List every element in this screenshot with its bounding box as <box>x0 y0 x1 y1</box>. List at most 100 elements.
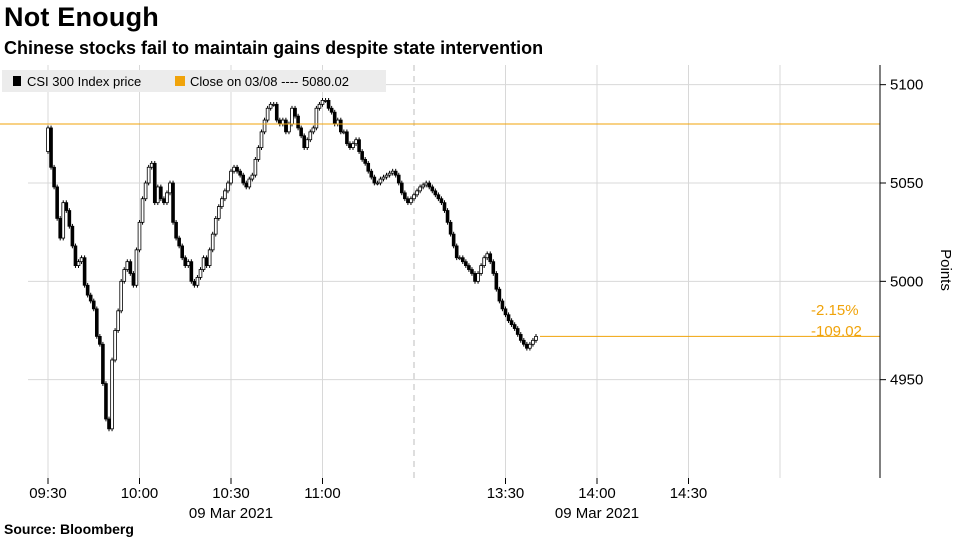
price-candle <box>128 259 133 276</box>
candle-body <box>421 184 425 188</box>
price-candle <box>427 180 432 190</box>
price-candle <box>323 98 328 103</box>
price-candle <box>357 137 361 154</box>
price-candle <box>88 292 93 304</box>
candle-body <box>363 158 367 164</box>
price-candle <box>235 164 239 174</box>
candle-body <box>488 253 493 263</box>
candle-body <box>503 308 508 316</box>
candle-body <box>98 335 102 345</box>
price-candle <box>454 243 459 261</box>
candle-body <box>247 178 252 188</box>
price-candle <box>52 164 56 190</box>
candle-body <box>296 115 300 129</box>
price-candle <box>134 247 139 288</box>
price-candle <box>216 204 221 221</box>
price-candle <box>174 219 178 241</box>
candle-body <box>345 131 349 145</box>
price-candle <box>67 208 72 229</box>
price-candle <box>436 192 441 202</box>
gridlines <box>28 65 880 478</box>
candle-body <box>110 359 114 430</box>
price-candle <box>528 341 532 351</box>
candle-body <box>485 253 489 259</box>
price-candle <box>226 180 230 194</box>
candle-body <box>207 249 212 267</box>
candle-body <box>213 217 218 235</box>
candle-body <box>95 308 99 337</box>
legend-background <box>2 70 386 92</box>
price-candle <box>485 251 489 261</box>
candle-body <box>250 174 255 180</box>
price-candle <box>378 176 383 186</box>
candle-body <box>281 119 285 125</box>
price-candle <box>210 231 215 253</box>
price-candle <box>348 141 352 150</box>
candle-body <box>522 339 526 345</box>
candle-body <box>159 186 163 200</box>
x-tick-label: 09:30 <box>29 485 67 502</box>
candle-body <box>299 127 303 137</box>
price-candle <box>500 298 505 312</box>
price-candle <box>522 337 526 347</box>
price-candle <box>76 259 81 268</box>
price-candle <box>381 174 386 182</box>
price-candle <box>183 255 188 268</box>
candle-body <box>302 135 306 149</box>
price-candle <box>171 180 175 225</box>
price-candle <box>180 243 185 261</box>
candle-body <box>186 261 191 266</box>
price-candle <box>525 341 529 351</box>
legend-swatch-price <box>13 76 21 86</box>
price-candle <box>509 318 514 327</box>
price-candle <box>82 255 87 288</box>
candle-body <box>177 237 181 247</box>
price-candle <box>515 326 520 337</box>
candle-body <box>399 182 404 194</box>
candle-body <box>393 170 398 176</box>
candle-body <box>204 257 209 267</box>
price-candle <box>274 101 279 123</box>
candle-body <box>192 280 197 286</box>
price-candle <box>403 190 407 202</box>
price-candle <box>281 117 285 127</box>
price-candle <box>137 219 142 253</box>
price-candle <box>49 125 53 170</box>
price-candle <box>207 247 212 268</box>
candle-body <box>497 288 502 302</box>
candle-body <box>409 198 413 204</box>
price-candle <box>302 133 306 150</box>
candle-body <box>198 269 203 278</box>
legend-entry-price: CSI 300 Index price <box>27 74 141 89</box>
candle-body <box>512 324 517 329</box>
candle-body <box>101 343 105 384</box>
candle-body <box>149 162 154 168</box>
candle-body <box>134 249 139 286</box>
candle-body <box>378 178 383 184</box>
candle-body <box>122 269 127 282</box>
price-candle <box>409 196 413 206</box>
price-candle <box>223 188 227 202</box>
price-candle <box>314 105 319 131</box>
candle-body <box>293 107 297 117</box>
candle-body <box>396 174 401 184</box>
candle-body <box>430 186 435 192</box>
candle-body <box>113 330 117 361</box>
price-candle <box>149 160 154 170</box>
candle-body <box>201 257 206 270</box>
price-candle <box>159 184 163 202</box>
price-candle <box>418 184 422 194</box>
price-candle <box>104 381 108 422</box>
candle-body <box>354 139 358 145</box>
price-candle <box>424 180 428 188</box>
candle-body <box>415 190 419 196</box>
y-tick-label: 5050 <box>890 175 923 192</box>
candle-body <box>534 335 538 341</box>
price-candle <box>518 332 523 343</box>
price-candle <box>494 271 499 292</box>
price-candles <box>46 98 538 432</box>
candle-body <box>229 170 233 184</box>
price-candle <box>338 117 343 135</box>
candle-body <box>210 233 215 251</box>
candle-body <box>244 182 249 188</box>
